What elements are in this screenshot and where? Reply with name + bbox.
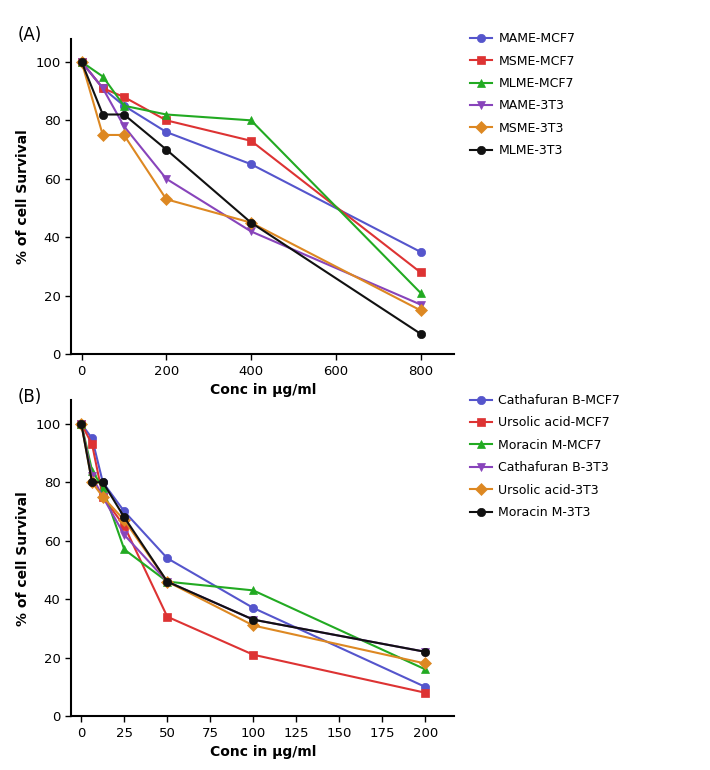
MLME-MCF7 <box>99 72 107 81</box>
Line: Moracin M-3T3: Moracin M-3T3 <box>77 420 430 656</box>
MSME-MCF7 <box>247 136 256 146</box>
Cathafuran B-MCF7 <box>120 507 129 516</box>
Ursolic acid-3T3 <box>77 419 86 428</box>
Ursolic acid-3T3 <box>163 577 172 586</box>
Moracin M-3T3 <box>421 647 430 656</box>
Line: MSME-MCF7: MSME-MCF7 <box>77 58 425 276</box>
MLME-MCF7 <box>247 116 256 125</box>
MLME-MCF7 <box>77 57 86 66</box>
Line: MSME-3T3: MSME-3T3 <box>77 58 425 314</box>
X-axis label: Conc in μg/ml: Conc in μg/ml <box>209 745 316 759</box>
Ursolic acid-MCF7 <box>77 419 86 428</box>
MAME-MCF7 <box>162 127 170 136</box>
Cathafuran B-MCF7 <box>99 477 107 487</box>
MSME-3T3 <box>162 195 170 204</box>
MAME-3T3 <box>99 84 107 93</box>
MLME-3T3 <box>247 218 256 227</box>
MAME-3T3 <box>162 174 170 183</box>
Moracin M-3T3 <box>77 419 86 428</box>
Line: Ursolic acid-MCF7: Ursolic acid-MCF7 <box>77 420 430 697</box>
Line: MLME-MCF7: MLME-MCF7 <box>77 58 425 297</box>
MSME-MCF7 <box>120 92 129 102</box>
MSME-MCF7 <box>99 84 107 93</box>
Ursolic acid-3T3 <box>99 492 107 501</box>
MSME-MCF7 <box>416 268 425 277</box>
Moracin M-3T3 <box>99 477 107 487</box>
Moracin M-MCF7 <box>99 484 107 493</box>
Line: Ursolic acid-3T3: Ursolic acid-3T3 <box>77 420 430 668</box>
Ursolic acid-MCF7 <box>88 440 97 449</box>
Y-axis label: % of cell Survival: % of cell Survival <box>16 491 30 625</box>
Ursolic acid-3T3 <box>249 621 258 630</box>
Cathafuran B-MCF7 <box>249 604 258 613</box>
Cathafuran B-3T3 <box>163 577 172 586</box>
Cathafuran B-3T3 <box>249 615 258 624</box>
MLME-MCF7 <box>162 110 170 119</box>
Y-axis label: % of cell Survival: % of cell Survival <box>16 129 30 263</box>
Text: (A): (A) <box>17 26 42 44</box>
Ursolic acid-3T3 <box>88 477 97 487</box>
Cathafuran B-3T3 <box>88 472 97 481</box>
MAME-MCF7 <box>99 84 107 93</box>
Cathafuran B-3T3 <box>99 492 107 501</box>
Ursolic acid-MCF7 <box>421 688 430 698</box>
Moracin M-MCF7 <box>88 466 97 475</box>
Cathafuran B-MCF7 <box>163 554 172 563</box>
Text: (B): (B) <box>17 388 42 406</box>
Moracin M-3T3 <box>120 513 129 522</box>
Line: Moracin M-MCF7: Moracin M-MCF7 <box>77 420 430 674</box>
MAME-MCF7 <box>77 57 86 66</box>
Moracin M-MCF7 <box>120 545 129 554</box>
Cathafuran B-MCF7 <box>421 682 430 691</box>
Cathafuran B-MCF7 <box>77 419 86 428</box>
Legend: Cathafuran B-MCF7, Ursolic acid-MCF7, Moracin M-MCF7, Cathafuran B-3T3, Ursolic : Cathafuran B-MCF7, Ursolic acid-MCF7, Mo… <box>470 394 621 519</box>
Ursolic acid-3T3 <box>421 659 430 668</box>
Moracin M-MCF7 <box>249 586 258 595</box>
Ursolic acid-MCF7 <box>120 521 129 531</box>
MSME-3T3 <box>99 130 107 139</box>
MAME-MCF7 <box>120 101 129 110</box>
Ursolic acid-MCF7 <box>249 650 258 659</box>
Moracin M-MCF7 <box>421 665 430 674</box>
Cathafuran B-3T3 <box>120 531 129 540</box>
MSME-3T3 <box>416 306 425 315</box>
Line: Cathafuran B-3T3: Cathafuran B-3T3 <box>77 420 430 656</box>
MAME-3T3 <box>247 227 256 236</box>
Cathafuran B-MCF7 <box>88 434 97 443</box>
MAME-MCF7 <box>247 159 256 169</box>
Line: MAME-3T3: MAME-3T3 <box>77 58 425 309</box>
MSME-MCF7 <box>162 116 170 125</box>
MLME-3T3 <box>416 329 425 338</box>
MSME-3T3 <box>77 57 86 66</box>
MLME-3T3 <box>120 110 129 119</box>
MLME-MCF7 <box>120 101 129 110</box>
Line: Cathafuran B-MCF7: Cathafuran B-MCF7 <box>77 420 430 691</box>
Cathafuran B-3T3 <box>421 647 430 656</box>
MAME-3T3 <box>120 122 129 131</box>
Cathafuran B-3T3 <box>77 419 86 428</box>
MAME-3T3 <box>416 300 425 309</box>
Moracin M-MCF7 <box>163 577 172 586</box>
Moracin M-3T3 <box>88 477 97 487</box>
Ursolic acid-MCF7 <box>99 492 107 501</box>
Line: MAME-MCF7: MAME-MCF7 <box>77 58 425 256</box>
Ursolic acid-3T3 <box>120 516 129 525</box>
MSME-3T3 <box>247 218 256 227</box>
MLME-3T3 <box>77 57 86 66</box>
Legend: MAME-MCF7, MSME-MCF7, MLME-MCF7, MAME-3T3, MSME-3T3, MLME-3T3: MAME-MCF7, MSME-MCF7, MLME-MCF7, MAME-3T… <box>470 32 576 157</box>
MAME-MCF7 <box>416 247 425 256</box>
MLME-3T3 <box>99 110 107 119</box>
X-axis label: Conc in μg/ml: Conc in μg/ml <box>209 383 316 397</box>
MSME-MCF7 <box>77 57 86 66</box>
MSME-3T3 <box>120 130 129 139</box>
MAME-3T3 <box>77 57 86 66</box>
MLME-MCF7 <box>416 288 425 297</box>
Moracin M-MCF7 <box>77 419 86 428</box>
Ursolic acid-MCF7 <box>163 612 172 621</box>
Moracin M-3T3 <box>249 615 258 624</box>
Moracin M-3T3 <box>163 577 172 586</box>
MLME-3T3 <box>162 145 170 154</box>
Line: MLME-3T3: MLME-3T3 <box>77 58 425 338</box>
